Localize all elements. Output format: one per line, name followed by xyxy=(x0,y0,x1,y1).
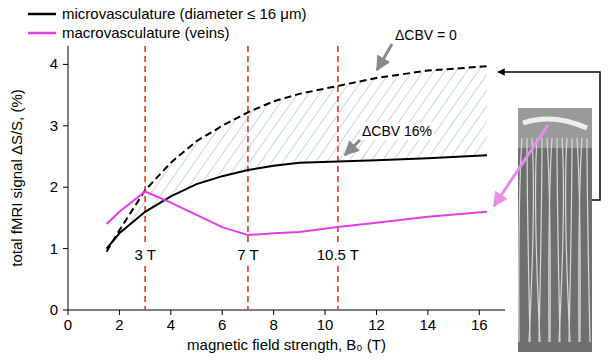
series-line xyxy=(107,66,487,251)
field-label: 3 T xyxy=(134,246,155,263)
x-tick-label: 0 xyxy=(64,316,72,333)
label-patch xyxy=(235,245,260,264)
x-tick xyxy=(222,310,223,315)
y-tick xyxy=(63,125,68,126)
hatch-area xyxy=(107,66,487,251)
inset-image xyxy=(518,108,592,352)
x-tick-label: 10 xyxy=(317,316,334,333)
x-tick-label: 6 xyxy=(218,316,226,333)
curve-label: ΔCBV 16% xyxy=(362,123,432,139)
x-tick xyxy=(376,310,377,315)
label-patch xyxy=(360,122,434,140)
x-tick-label: 14 xyxy=(420,316,437,333)
y-tick-label: 3 xyxy=(50,117,58,134)
series-line xyxy=(107,192,487,236)
x-tick-label: 2 xyxy=(115,316,123,333)
legend-swatch xyxy=(28,13,56,16)
y-tick xyxy=(63,64,68,65)
x-tick xyxy=(170,310,171,315)
y-tick-label: 0 xyxy=(50,301,58,318)
inset-surface xyxy=(518,108,592,148)
curve-label: ΔCBV = 0 xyxy=(395,27,457,43)
x-tick xyxy=(479,310,480,315)
x-tick-label: 4 xyxy=(167,316,175,333)
legend-swatch xyxy=(28,32,56,35)
plot-area xyxy=(107,46,487,310)
annotation-arrow xyxy=(345,140,360,155)
inset-bg xyxy=(518,108,592,352)
legend-label: macrovasculature (veins) xyxy=(62,24,230,41)
label-patch xyxy=(315,245,361,264)
inset-vessel xyxy=(569,138,572,342)
inset-vessel xyxy=(579,138,582,342)
x-tick-label: 8 xyxy=(269,316,277,333)
inset-vessel xyxy=(587,138,590,342)
label-patch xyxy=(132,245,157,264)
inset-vessel xyxy=(559,138,563,342)
series-line xyxy=(107,155,487,248)
x-axis xyxy=(68,310,505,311)
inset-vessel xyxy=(549,138,552,342)
y-tick xyxy=(63,187,68,188)
x-tick xyxy=(119,310,120,315)
inset-vessel xyxy=(557,138,560,342)
x-tick xyxy=(427,310,428,315)
x-tick xyxy=(325,310,326,315)
chart: 024681012141601234magnetic field strengt… xyxy=(0,0,610,360)
legend-label: microvasculature (diameter ≤ 16 μm) xyxy=(62,5,306,22)
field-line xyxy=(144,46,146,310)
x-tick-label: 12 xyxy=(368,316,385,333)
field-label: 7 T xyxy=(237,246,258,263)
y-axis-title: total fMRI signal ΔS/S, (%) xyxy=(8,89,25,267)
x-tick xyxy=(68,310,69,315)
inset-arrow xyxy=(498,72,600,200)
y-tick xyxy=(63,248,68,249)
field-line xyxy=(247,46,249,310)
field-label: 10.5 T xyxy=(317,246,359,263)
x-tick-label: 16 xyxy=(471,316,488,333)
y-axis xyxy=(68,46,69,310)
annotation-arrow xyxy=(377,44,392,70)
x-axis-title: magnetic field strength, B₀ (T) xyxy=(187,336,386,353)
y-tick-label: 4 xyxy=(50,55,58,72)
inset-vessel xyxy=(527,138,530,342)
y-tick xyxy=(63,310,68,311)
inset-vessel xyxy=(523,119,587,128)
y-tick-label: 2 xyxy=(50,178,58,195)
y-tick-label: 1 xyxy=(50,240,58,257)
inset-vessel xyxy=(529,138,533,342)
x-tick xyxy=(273,310,274,315)
inset-arrow xyxy=(494,125,548,206)
inset-vessel xyxy=(539,138,542,342)
